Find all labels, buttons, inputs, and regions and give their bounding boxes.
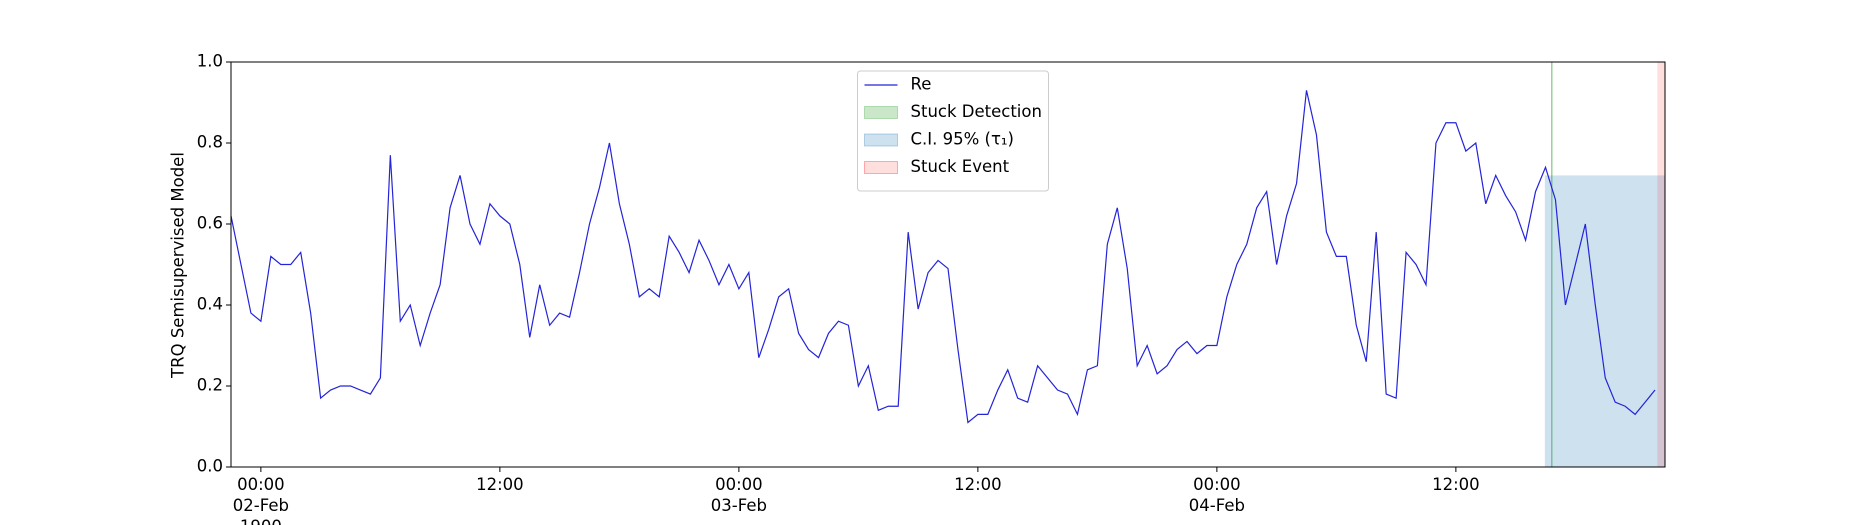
x-tick-label: 12:00: [476, 475, 524, 494]
y-tick-label: 0.2: [197, 376, 223, 395]
y-axis-label: TRQ Semisupervised Model: [169, 152, 188, 379]
legend-label: Re: [911, 75, 932, 94]
legend-patch: [864, 106, 898, 119]
data-line: [230, 90, 1656, 424]
legend: Re Stuck Detection C.I. 95% (τ₁) Stuck Even…: [857, 70, 1049, 192]
x-tick-label: 00:00 02-Feb 1900: [232, 475, 289, 525]
y-tick-label: 0.8: [197, 133, 223, 152]
x-tick-label: 00:00 04-Feb: [1188, 475, 1245, 515]
legend-patch: [864, 161, 898, 174]
x-tick-label: 12:00: [1432, 475, 1480, 494]
legend-frame: [857, 70, 1049, 192]
y-tick-label: 0.6: [197, 214, 223, 233]
x-tick-label: 00:00 03-Feb: [710, 475, 767, 515]
span: [1657, 62, 1665, 467]
legend-label: Stuck Event: [911, 157, 1010, 176]
y-tick-label: 1.0: [197, 52, 223, 71]
span: [1544, 175, 1665, 467]
y-tick-label: 0.0: [197, 457, 223, 476]
legend-label: C.I. 95% (τ₁): [911, 130, 1014, 149]
legend-patch: [864, 133, 898, 147]
span: [1551, 62, 1553, 467]
y-tick-label: 0.4: [197, 295, 223, 314]
legend-label: Stuck Detection: [911, 102, 1042, 121]
plot-frame: [230, 61, 1666, 468]
x-tick-label: 12:00: [954, 475, 1002, 494]
